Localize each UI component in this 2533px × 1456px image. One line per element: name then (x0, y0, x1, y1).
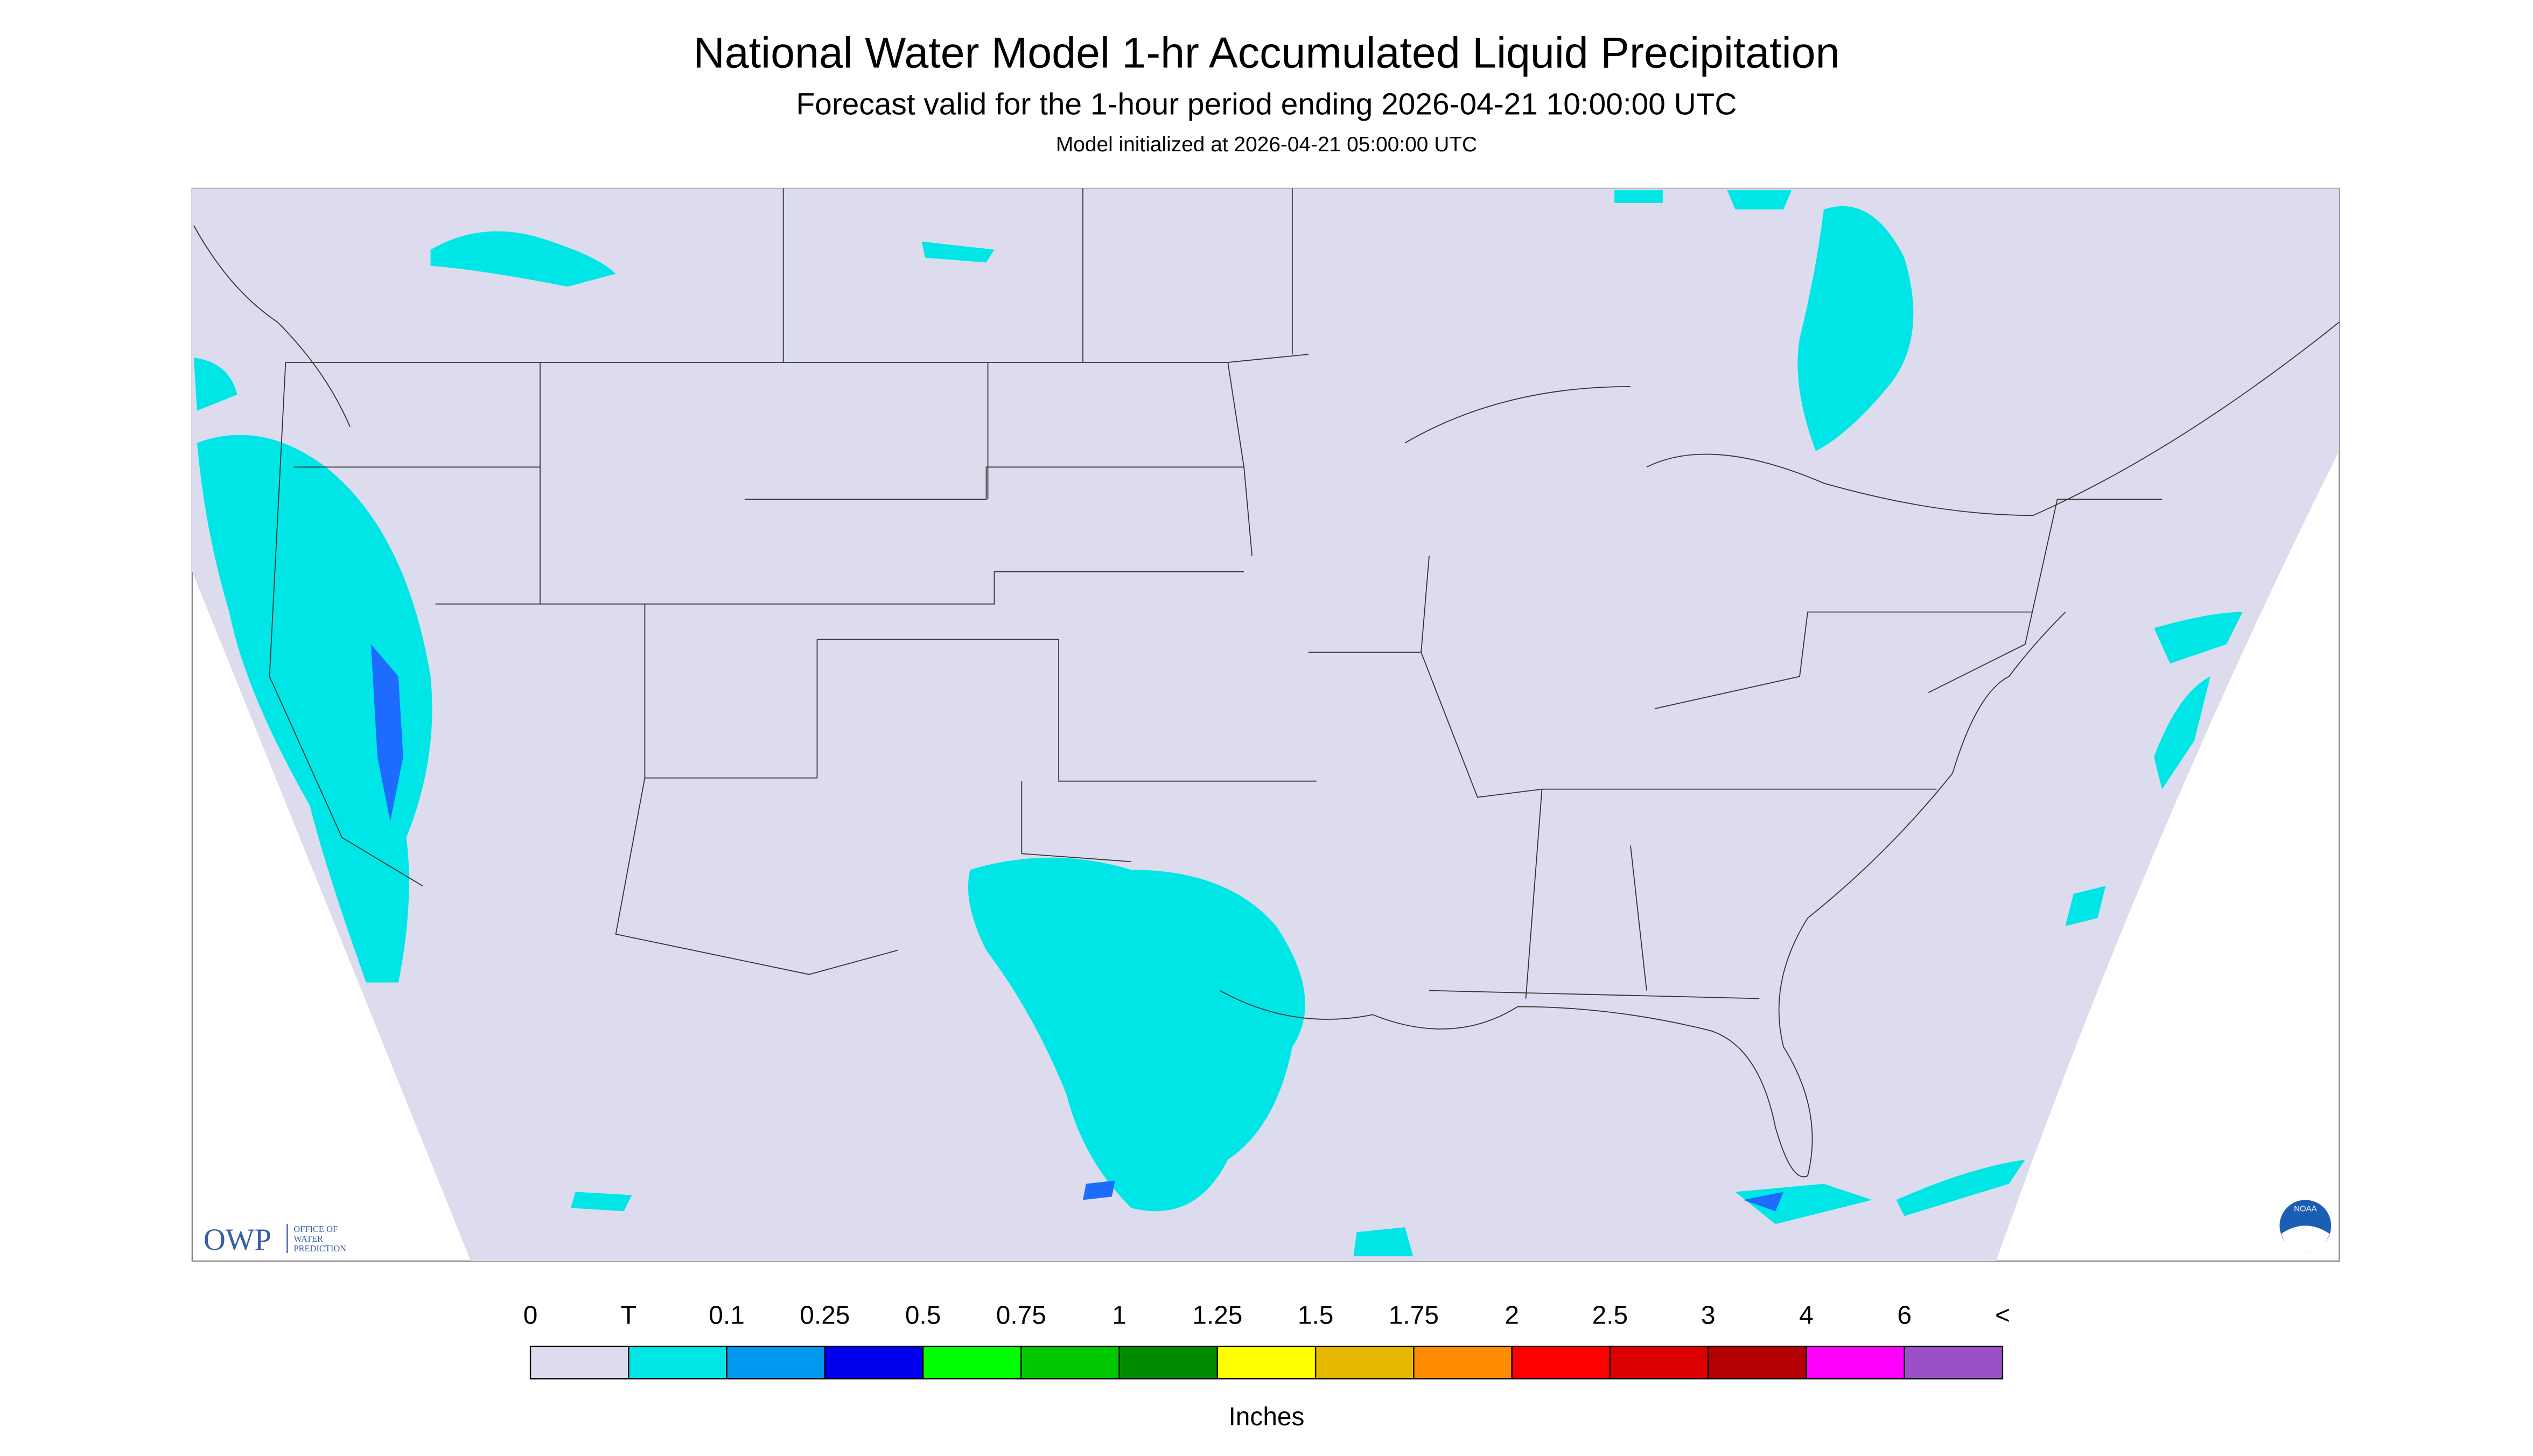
title: National Water Model 1-hr Accumulated Li… (694, 29, 1840, 78)
legend-swatch (1314, 1346, 1415, 1380)
model-domain (192, 188, 2340, 1262)
legend-label: 2 (1505, 1301, 1519, 1330)
legend-label: 1 (1112, 1301, 1126, 1330)
legend-swatch (628, 1346, 727, 1380)
legend-swatch (1511, 1346, 1611, 1380)
legend-label: 1.25 (1192, 1301, 1242, 1330)
legend-label: T (621, 1301, 636, 1330)
subtitle: Forecast valid for the 1-hour period end… (796, 87, 1737, 121)
logo-line: OFFICE OF (293, 1224, 338, 1234)
legend-swatch (1904, 1346, 2004, 1380)
legend-swatch (922, 1346, 1022, 1380)
legend-label: 1.75 (1389, 1301, 1439, 1330)
map: OWP OFFICE OF WATER PREDICTION NOAA (191, 187, 2340, 1262)
legend-label: 0.5 (905, 1301, 941, 1330)
logo-line: WATER (293, 1234, 323, 1244)
legend-label: 0.25 (800, 1301, 850, 1330)
logo-acronym: OWP (204, 1223, 271, 1257)
legend-swatch (824, 1346, 924, 1380)
legend-label: < (1995, 1301, 2010, 1330)
legend-swatch (1609, 1346, 1709, 1380)
legend-label: 0.1 (709, 1301, 745, 1330)
legend-label: 3 (1701, 1301, 1716, 1330)
legend-label: 0.75 (996, 1301, 1046, 1330)
legend: 0 T 0.1 0.25 0.5 0.75 1 1.25 1.5 1.75 2 2.5 3 4 6 < (523, 1301, 2010, 1380)
legend-swatch (1118, 1346, 1219, 1380)
legend-swatch (1707, 1346, 1807, 1380)
logo-line: PREDICTION (293, 1243, 346, 1254)
legend-label: 6 (1897, 1301, 1912, 1330)
noaa-badge: NOAA (2294, 1204, 2317, 1213)
legend-swatch (1806, 1346, 1905, 1380)
legend-swatch (529, 1346, 629, 1380)
legend-swatch (1413, 1346, 1513, 1380)
legend-label: 0 (523, 1301, 538, 1330)
precip-areas (193, 190, 2243, 1257)
legend-label: 2.5 (1592, 1301, 1628, 1330)
legend-label: 4 (1799, 1301, 1814, 1330)
legend-label: 1.5 (1298, 1301, 1334, 1330)
legend-swatch (1216, 1346, 1317, 1380)
legend-unit: Inches (1229, 1403, 1305, 1431)
legend-swatch (1020, 1346, 1120, 1380)
boundaries (193, 188, 2340, 1178)
owp-logo: OWP OFFICE OF WATER PREDICTION (204, 1223, 346, 1257)
legend-swatch (726, 1346, 826, 1380)
init-note: Model initialized at 2026-04-21 05:00:00… (1056, 133, 1477, 156)
noaa-logo: NOAA (2279, 1200, 2332, 1252)
